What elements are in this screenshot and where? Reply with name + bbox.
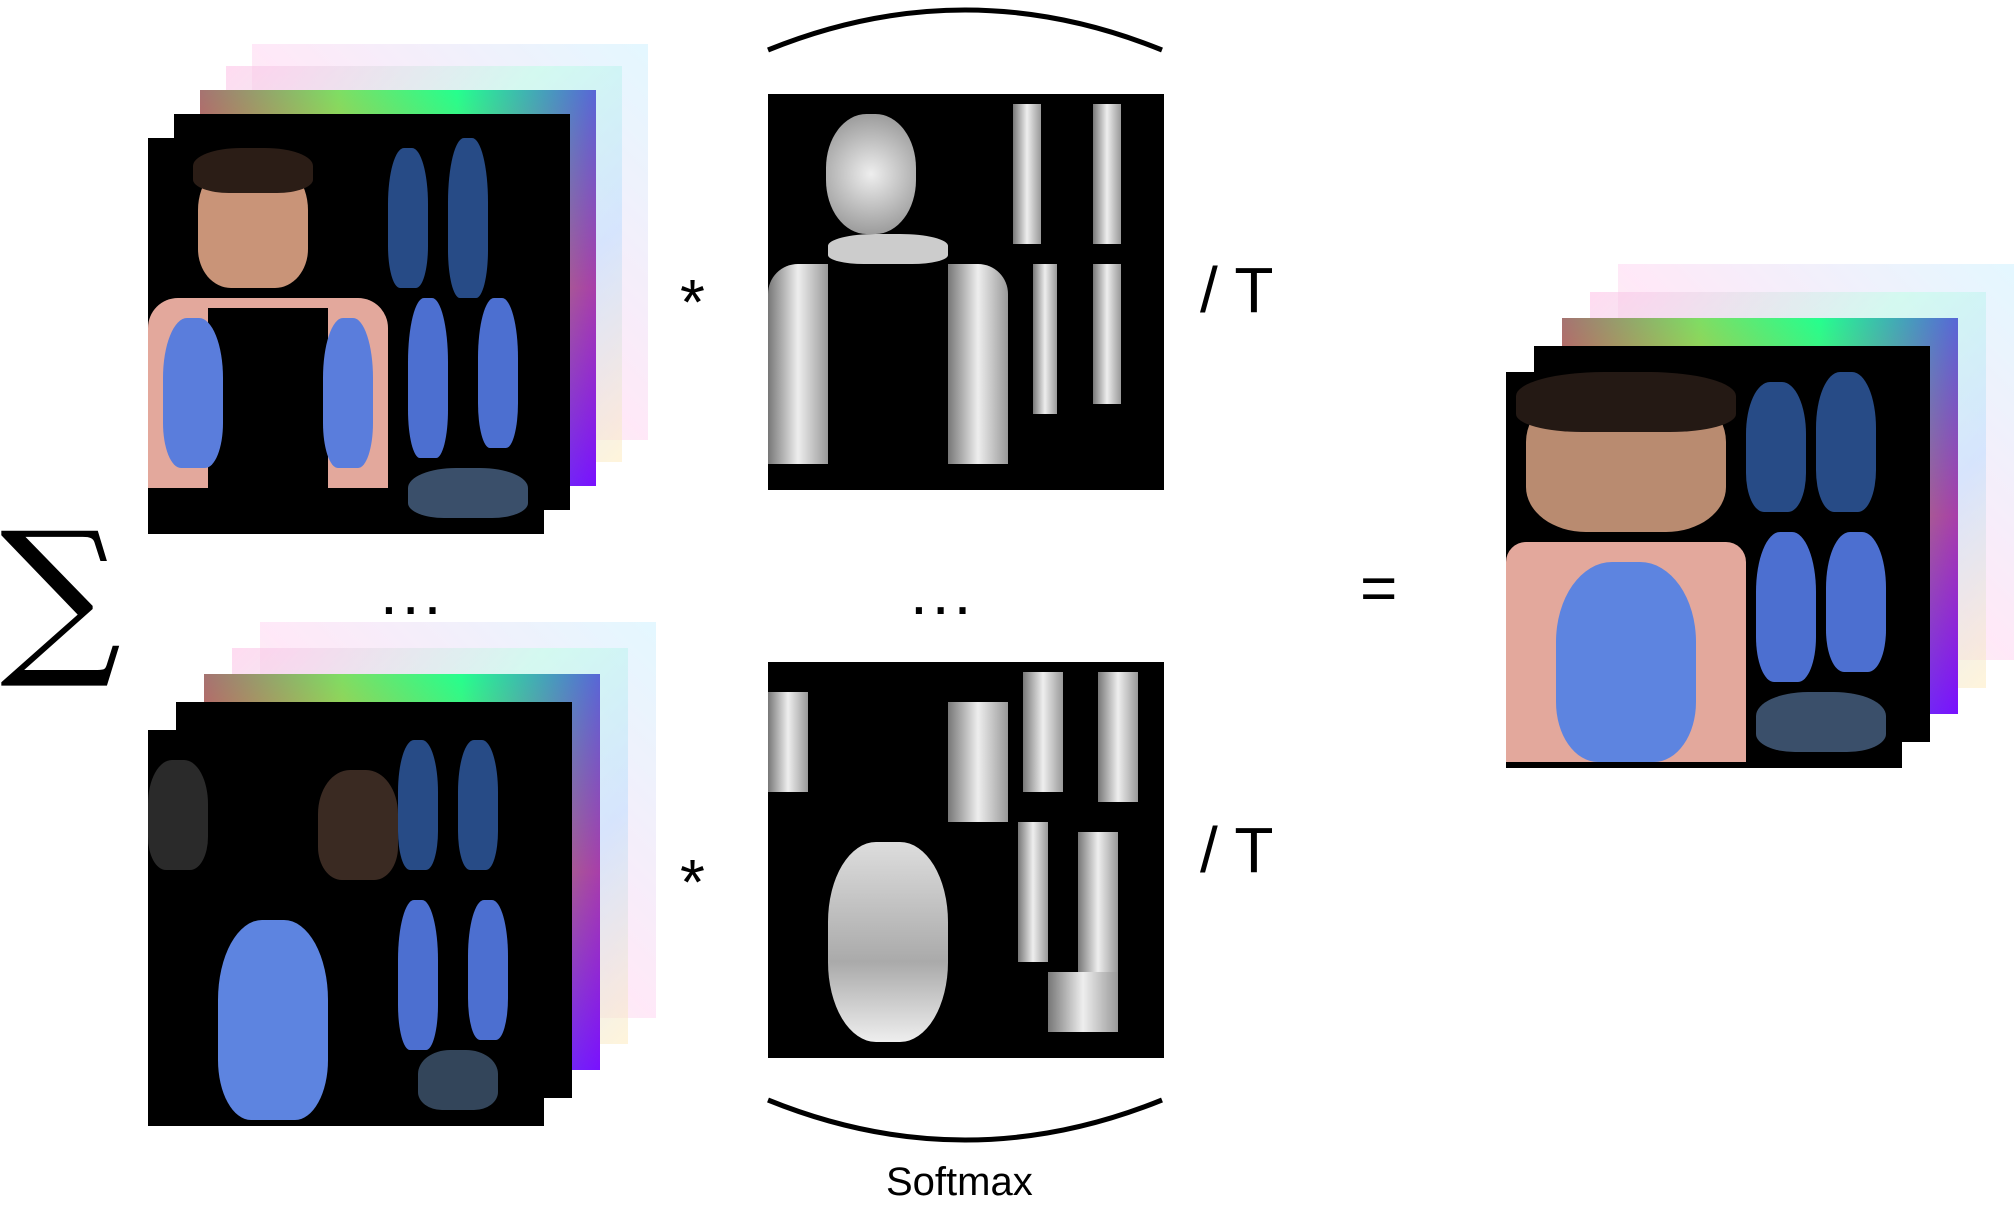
multiply-sign-bottom: * — [680, 846, 705, 918]
result-texture-image — [1506, 372, 1902, 768]
softmax-bracket-bottom — [767, 1097, 1163, 1143]
equals-sign: = — [1360, 552, 1398, 624]
texture-stack-bottom — [148, 622, 658, 1132]
ellipsis-middle: ... — [910, 556, 976, 628]
softmax-label: Softmax — [886, 1160, 1033, 1204]
sum-symbol: ∑ — [0, 496, 122, 694]
texture-map-image — [148, 730, 544, 1126]
attention-map-top — [768, 94, 1164, 490]
attention-map-bottom — [768, 662, 1164, 1058]
texture-map-image — [148, 138, 544, 534]
ellipsis-left: ... — [380, 556, 446, 628]
softmax-bracket-top — [767, 7, 1163, 53]
texture-stack-top — [148, 44, 658, 534]
divide-label-bottom: / T — [1200, 814, 1274, 886]
divide-label-top: / T — [1200, 254, 1274, 326]
result-texture-stack — [1506, 264, 2016, 774]
multiply-sign-top: * — [680, 266, 705, 338]
